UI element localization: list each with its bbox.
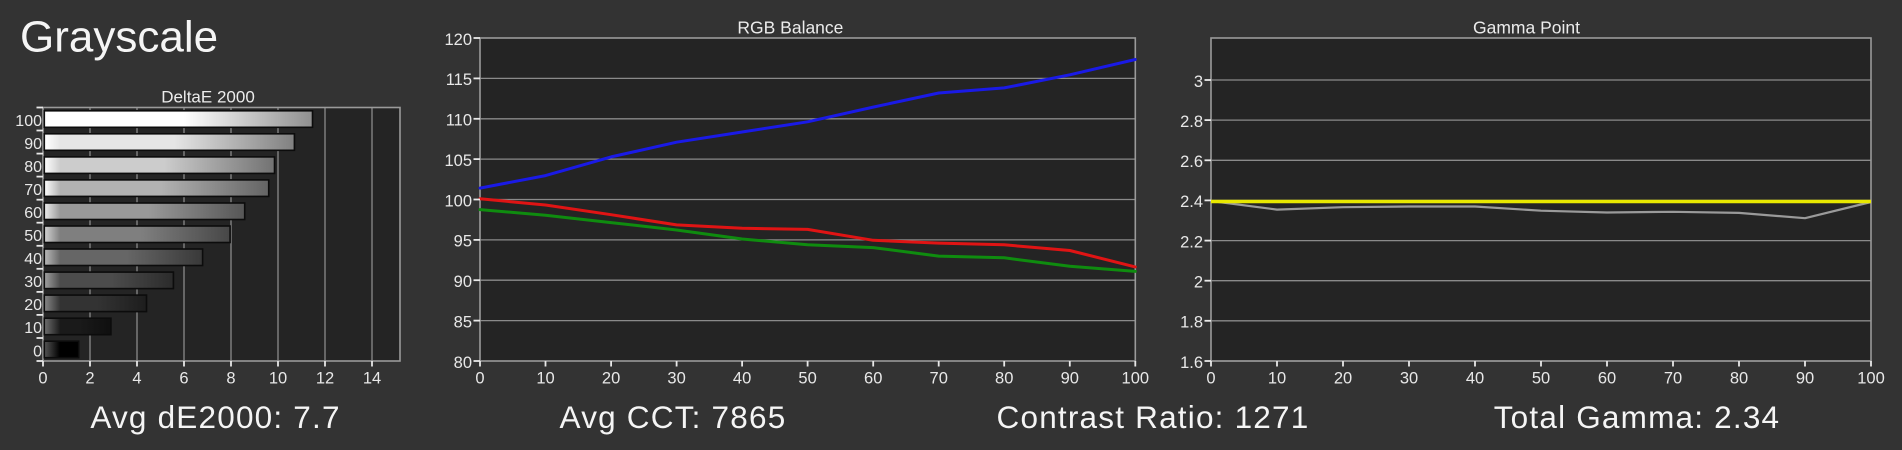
svg-text:95: 95 bbox=[454, 233, 472, 251]
svg-text:20: 20 bbox=[602, 370, 620, 388]
svg-text:60: 60 bbox=[1598, 370, 1616, 388]
svg-text:8: 8 bbox=[226, 370, 235, 388]
svg-text:90: 90 bbox=[1061, 370, 1079, 388]
svg-text:0: 0 bbox=[1206, 370, 1215, 388]
svg-text:70: 70 bbox=[930, 370, 948, 388]
svg-text:50: 50 bbox=[24, 228, 42, 245]
svg-text:30: 30 bbox=[667, 370, 685, 388]
svg-text:120: 120 bbox=[444, 31, 472, 49]
svg-text:2: 2 bbox=[1194, 274, 1203, 292]
svg-text:70: 70 bbox=[24, 182, 42, 199]
svg-text:90: 90 bbox=[1796, 370, 1814, 388]
svg-text:40: 40 bbox=[24, 251, 42, 268]
svg-text:30: 30 bbox=[24, 274, 42, 291]
svg-text:115: 115 bbox=[446, 71, 472, 89]
svg-text:2: 2 bbox=[85, 370, 94, 388]
svg-text:Contrast Ratio: 1271: Contrast Ratio: 1271 bbox=[997, 399, 1310, 435]
svg-text:60: 60 bbox=[24, 205, 42, 222]
svg-text:50: 50 bbox=[1532, 370, 1550, 388]
svg-text:50: 50 bbox=[798, 370, 816, 388]
svg-text:0: 0 bbox=[33, 343, 42, 360]
svg-text:80: 80 bbox=[24, 159, 42, 176]
svg-text:12: 12 bbox=[316, 370, 334, 388]
svg-text:105: 105 bbox=[444, 152, 472, 170]
svg-text:110: 110 bbox=[446, 112, 472, 130]
svg-text:1.8: 1.8 bbox=[1180, 314, 1203, 332]
svg-text:80: 80 bbox=[1730, 370, 1748, 388]
svg-text:2.8: 2.8 bbox=[1180, 113, 1203, 131]
svg-text:2.6: 2.6 bbox=[1180, 153, 1203, 171]
svg-text:20: 20 bbox=[24, 297, 42, 314]
svg-text:20: 20 bbox=[1334, 370, 1352, 388]
svg-text:10: 10 bbox=[24, 320, 42, 337]
svg-text:100: 100 bbox=[15, 113, 42, 130]
svg-text:40: 40 bbox=[1466, 370, 1484, 388]
svg-text:DeltaE 2000: DeltaE 2000 bbox=[161, 88, 255, 107]
svg-text:90: 90 bbox=[454, 273, 472, 291]
svg-text:100: 100 bbox=[1122, 370, 1150, 388]
svg-text:10: 10 bbox=[536, 370, 554, 388]
svg-text:100: 100 bbox=[444, 192, 472, 210]
svg-text:80: 80 bbox=[454, 354, 472, 372]
svg-text:30: 30 bbox=[1400, 370, 1418, 388]
svg-text:3: 3 bbox=[1194, 73, 1203, 91]
svg-text:4: 4 bbox=[132, 370, 141, 388]
svg-text:40: 40 bbox=[733, 370, 751, 388]
svg-text:Avg dE2000: 7.7: Avg dE2000: 7.7 bbox=[90, 399, 340, 435]
svg-text:Grayscale: Grayscale bbox=[20, 13, 218, 62]
svg-text:10: 10 bbox=[269, 370, 287, 388]
svg-text:70: 70 bbox=[1664, 370, 1682, 388]
svg-text:6: 6 bbox=[179, 370, 188, 388]
svg-text:80: 80 bbox=[995, 370, 1013, 388]
svg-text:60: 60 bbox=[864, 370, 882, 388]
svg-text:14: 14 bbox=[363, 370, 381, 388]
svg-text:0: 0 bbox=[38, 370, 47, 388]
svg-text:1.6: 1.6 bbox=[1180, 354, 1203, 372]
svg-text:Total Gamma: 2.34: Total Gamma: 2.34 bbox=[1494, 399, 1781, 435]
svg-text:Avg CCT: 7865: Avg CCT: 7865 bbox=[560, 399, 787, 435]
svg-text:RGB Balance: RGB Balance bbox=[737, 18, 843, 38]
svg-text:100: 100 bbox=[1857, 370, 1885, 388]
svg-text:10: 10 bbox=[1268, 370, 1286, 388]
svg-text:2.4: 2.4 bbox=[1180, 193, 1203, 211]
svg-text:90: 90 bbox=[24, 136, 42, 153]
svg-text:0: 0 bbox=[475, 370, 484, 388]
svg-text:Gamma Point: Gamma Point bbox=[1473, 18, 1580, 38]
svg-text:85: 85 bbox=[454, 313, 472, 331]
svg-text:2.2: 2.2 bbox=[1180, 233, 1203, 251]
